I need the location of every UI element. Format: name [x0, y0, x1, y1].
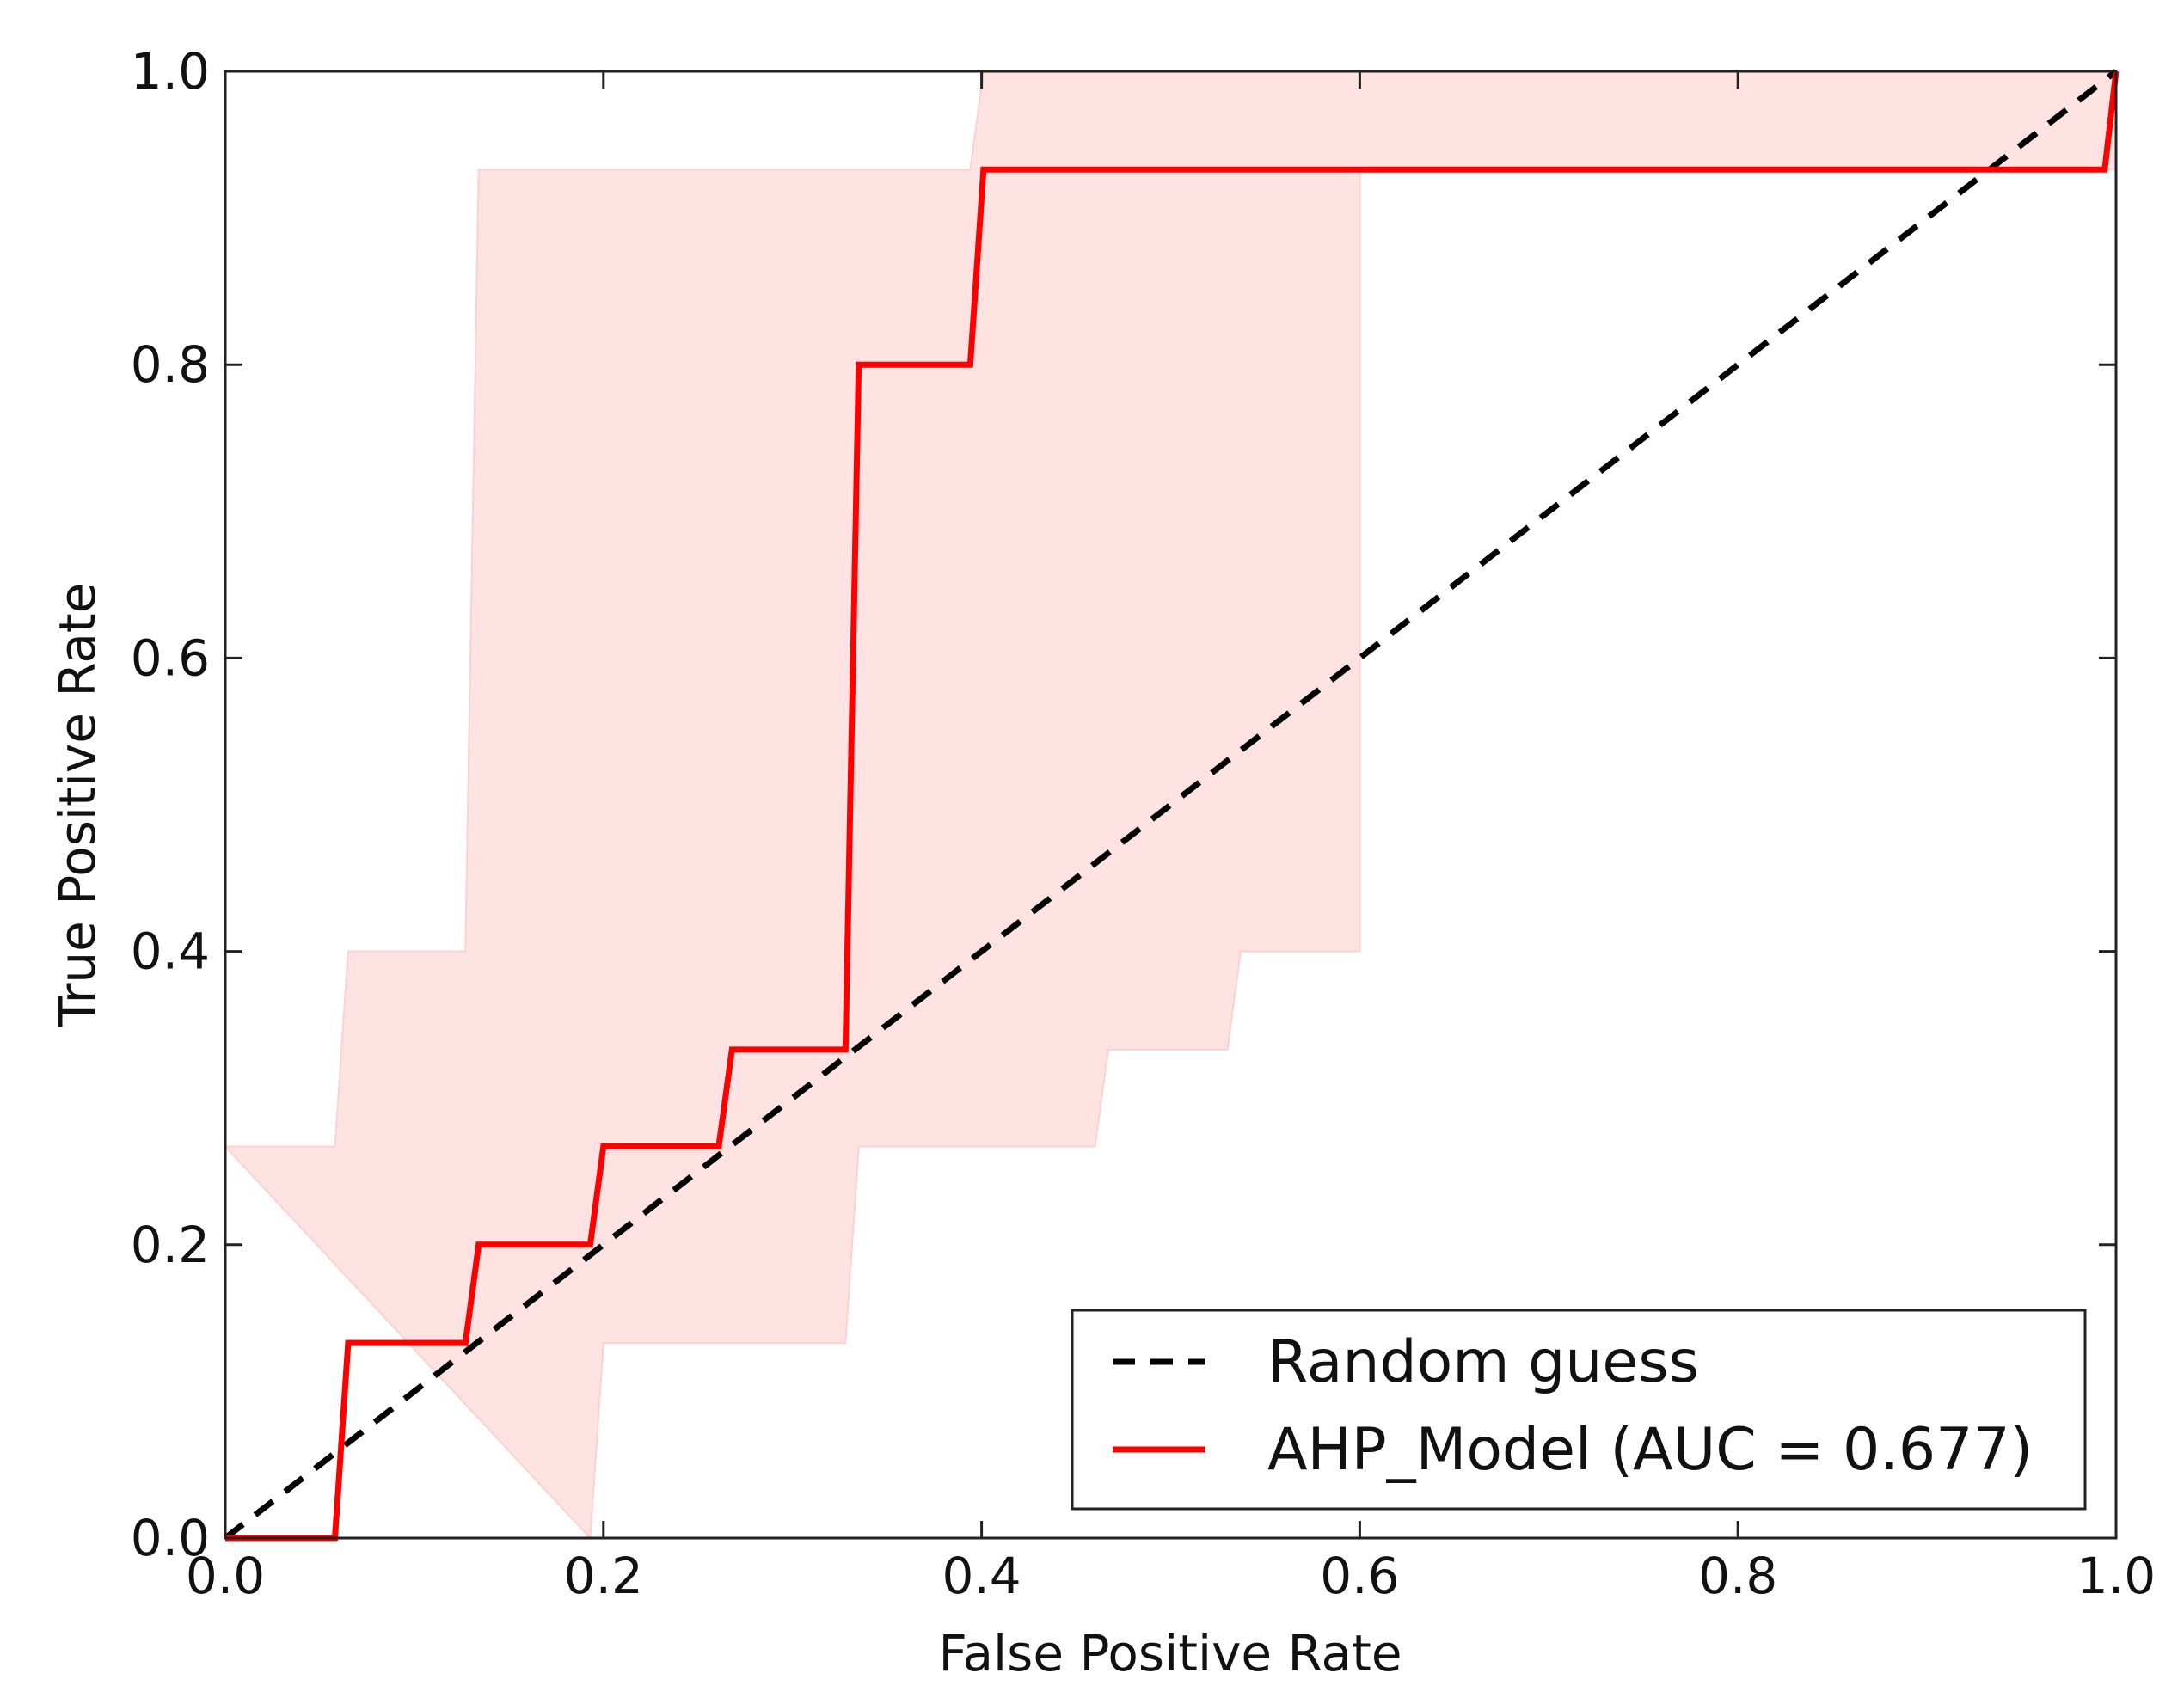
plot-frame [224, 70, 2118, 1540]
ahp-model-roc-line [225, 70, 2120, 1542]
x-tick-label: 0.4 [942, 1547, 1021, 1605]
x-tick-label: 0.8 [1698, 1547, 1777, 1605]
legend-label-random-guess: Random guess [1267, 1328, 1699, 1396]
y-tick-label: 0.6 [131, 628, 210, 687]
legend: Random guess AHP_Model (AUC = 0.677) [1071, 1309, 2087, 1511]
y-tick-label: 1.0 [131, 42, 210, 101]
series-layer [223, 69, 2120, 1542]
y-tick-label: 0.4 [131, 922, 210, 981]
x-tick-label: 1.0 [2077, 1547, 2156, 1605]
y-tick-label: 0.2 [131, 1216, 210, 1274]
random-guess-line [223, 69, 2119, 1541]
x-tick-label: 0.0 [186, 1547, 265, 1605]
x-tick-label: 0.6 [1320, 1547, 1399, 1605]
x-tick-label: 0.2 [564, 1547, 643, 1605]
legend-box [1071, 1309, 2087, 1511]
axis-ticks: 0.0 0.2 0.4 0.6 0.8 1.0 0.0 0.2 0.4 0.6 0.8 1.0 [131, 42, 2156, 1605]
y-axis-title: True Positive Rate [48, 583, 107, 1028]
x-axis-title: False Positive Rate [938, 1624, 1402, 1683]
y-tick-label: 0.0 [131, 1509, 210, 1567]
y-tick-label: 0.8 [131, 335, 210, 394]
legend-label-ahp-model: AHP_Model (AUC = 0.677) [1267, 1416, 2033, 1484]
